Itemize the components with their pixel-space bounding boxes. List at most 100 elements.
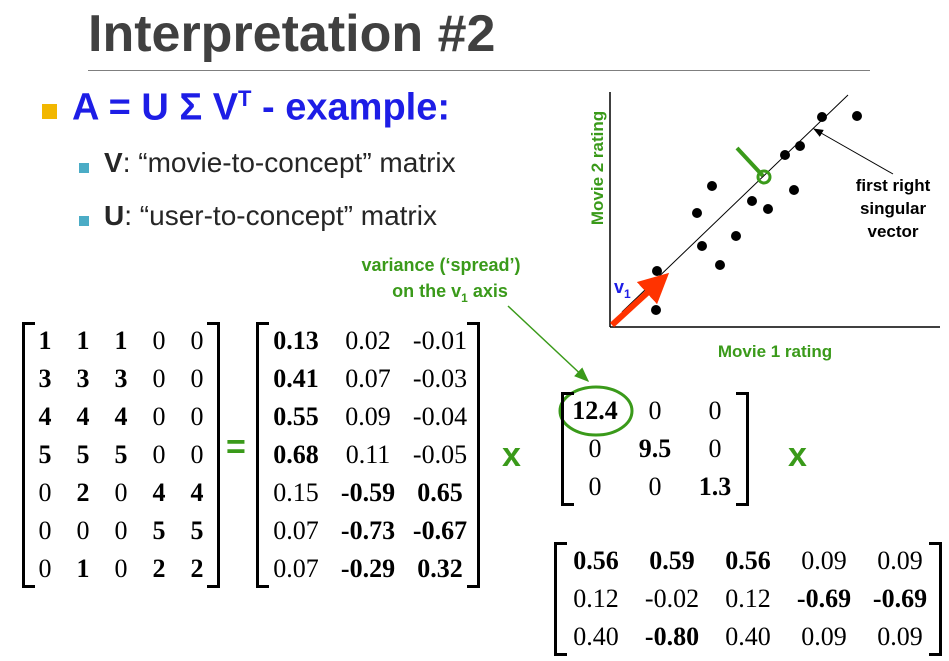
matrix-bracket-right xyxy=(736,392,749,506)
data-point xyxy=(652,266,662,276)
matrix-bracket-left xyxy=(561,392,574,506)
matrix-cell: 0.07 xyxy=(273,516,319,545)
matrix-sigma-table: 12.4 0 0 0 9.5 0 0 0 1.3 xyxy=(565,392,745,506)
y-axis-label: Movie 2 rating xyxy=(588,111,607,225)
matrix-cell: 4 xyxy=(38,402,52,431)
matrix-cell: -0.01 xyxy=(412,326,468,355)
matrix-cell: 2 xyxy=(152,554,166,583)
data-point xyxy=(795,141,805,151)
matrix-cell: 5 xyxy=(38,440,52,469)
matrix-cell: 1 xyxy=(38,326,52,355)
v1-vector-arrow xyxy=(609,272,670,328)
matrix-cell: 0 xyxy=(190,364,204,393)
matrix-cell: 9.5 xyxy=(638,434,672,463)
matrix-cell: 0.12 xyxy=(725,584,771,613)
data-point xyxy=(731,231,741,241)
matrix-cell: 0.55 xyxy=(273,402,319,431)
data-point xyxy=(817,112,827,122)
title-divider xyxy=(88,70,870,71)
x-axis-label: Movie 1 rating xyxy=(718,342,832,361)
main-bullet-formula: A = U Σ V xyxy=(72,86,239,129)
matrix-cell: 5 xyxy=(76,440,90,469)
matrix-cell: 0 xyxy=(708,396,722,425)
matrix-cell: 2 xyxy=(190,554,204,583)
matrix-bracket-left xyxy=(22,322,35,588)
matrix-cell: 0 xyxy=(648,472,662,501)
variance-label-line-2: on the v1 axis xyxy=(392,281,508,305)
variance-arrow xyxy=(507,305,590,383)
sub-bullet-text: : “movie-to-concept” matrix xyxy=(122,147,456,178)
matrix-cell: 4 xyxy=(114,402,128,431)
matrix-cell: 0.07 xyxy=(273,554,319,583)
bullet-square-icon xyxy=(42,104,57,119)
matrix-row: 0.12 -0.02 0.12 -0.69 -0.69 xyxy=(558,580,938,618)
matrix-cell: 0 xyxy=(76,516,90,545)
matrix-cell: 0.68 xyxy=(273,440,319,469)
matrix-cell: 4 xyxy=(190,478,204,507)
matrix-row: 0.55 0.09 -0.04 xyxy=(260,398,476,436)
matrix-cell: 3 xyxy=(76,364,90,393)
matrix-cell: 1 xyxy=(114,326,128,355)
matrix-cell: -0.29 xyxy=(340,554,396,583)
matrix-cell: 0 xyxy=(152,326,166,355)
matrix-row: 0 9.5 0 xyxy=(565,430,745,468)
matrix-cell: 0.02 xyxy=(345,326,391,355)
matrix-cell: -0.04 xyxy=(412,402,468,431)
sub-bullet-u: U: “user-to-concept” matrix xyxy=(104,200,437,232)
matrix-cell: 5 xyxy=(152,516,166,545)
matrix-row: 0 0 1.3 xyxy=(565,468,745,506)
v1-label: v1 xyxy=(614,277,631,301)
annotation-line-1: first right xyxy=(856,176,931,195)
sub-bullet-square-icon xyxy=(79,216,89,226)
matrix-bracket-left xyxy=(256,322,269,588)
sub-bullet-term: U xyxy=(104,200,125,231)
matrix-cell: 0.09 xyxy=(877,622,923,651)
matrix-cell: 0.32 xyxy=(417,554,463,583)
matrix-cell: 0 xyxy=(190,326,204,355)
matrix-cell: 0.40 xyxy=(725,622,771,651)
matrix-cell: 0.09 xyxy=(877,546,923,575)
matrix-cell: -0.67 xyxy=(412,516,468,545)
matrix-cell: 0 xyxy=(38,516,52,545)
main-bullet: A = U Σ VT - example: xyxy=(72,86,450,130)
matrix-cell: 0.12 xyxy=(573,584,619,613)
matrix-cell: 0 xyxy=(114,554,128,583)
matrix-cell: 0.15 xyxy=(273,478,319,507)
matrix-cell: 0.09 xyxy=(801,546,847,575)
matrix-cell: 0 xyxy=(152,364,166,393)
matrix-cell: 0 xyxy=(190,402,204,431)
variance-label-line-1: variance (‘spread’) xyxy=(361,255,520,275)
matrix-cell: 0 xyxy=(38,554,52,583)
matrix-cell: 0.65 xyxy=(417,478,463,507)
slide-title: Interpretation #2 xyxy=(88,5,496,63)
multiply-sign-1: x xyxy=(502,436,521,474)
matrix-cell: 0 xyxy=(190,440,204,469)
matrix-cell: 0 xyxy=(708,434,722,463)
matrix-cell: -0.59 xyxy=(340,478,396,507)
equals-sign: = xyxy=(226,428,246,466)
matrix-sigma: 12.4 0 0 0 9.5 0 0 0 1.3 xyxy=(561,392,749,506)
matrix-bracket-right xyxy=(207,322,220,588)
sub-bullet-term: V xyxy=(104,147,123,178)
matrix-cell: 0 xyxy=(588,472,602,501)
matrix-u: 0.13 0.02 -0.01 0.41 0.07 -0.03 0.55 0.09 -0.04 0… xyxy=(256,322,480,588)
matrix-cell: -0.73 xyxy=(340,516,396,545)
matrix-cell: 0.07 xyxy=(345,364,391,393)
matrix-row: 0.07 -0.73 -0.67 xyxy=(260,512,476,550)
matrix-cell: 0.09 xyxy=(801,622,847,651)
data-point xyxy=(763,204,773,214)
main-bullet-sup: T xyxy=(238,86,252,111)
matrix-cell: 4 xyxy=(152,478,166,507)
data-point xyxy=(789,185,799,195)
sub-bullet-square-icon xyxy=(79,163,89,173)
matrix-cell: 2 xyxy=(76,478,90,507)
matrix-row: 0.40 -0.80 0.40 0.09 0.09 xyxy=(558,618,938,656)
projection-point xyxy=(756,169,772,185)
matrix-row: 0.56 0.59 0.56 0.09 0.09 xyxy=(558,542,938,580)
matrix-cell: 0.13 xyxy=(273,326,319,355)
data-points xyxy=(651,111,862,315)
